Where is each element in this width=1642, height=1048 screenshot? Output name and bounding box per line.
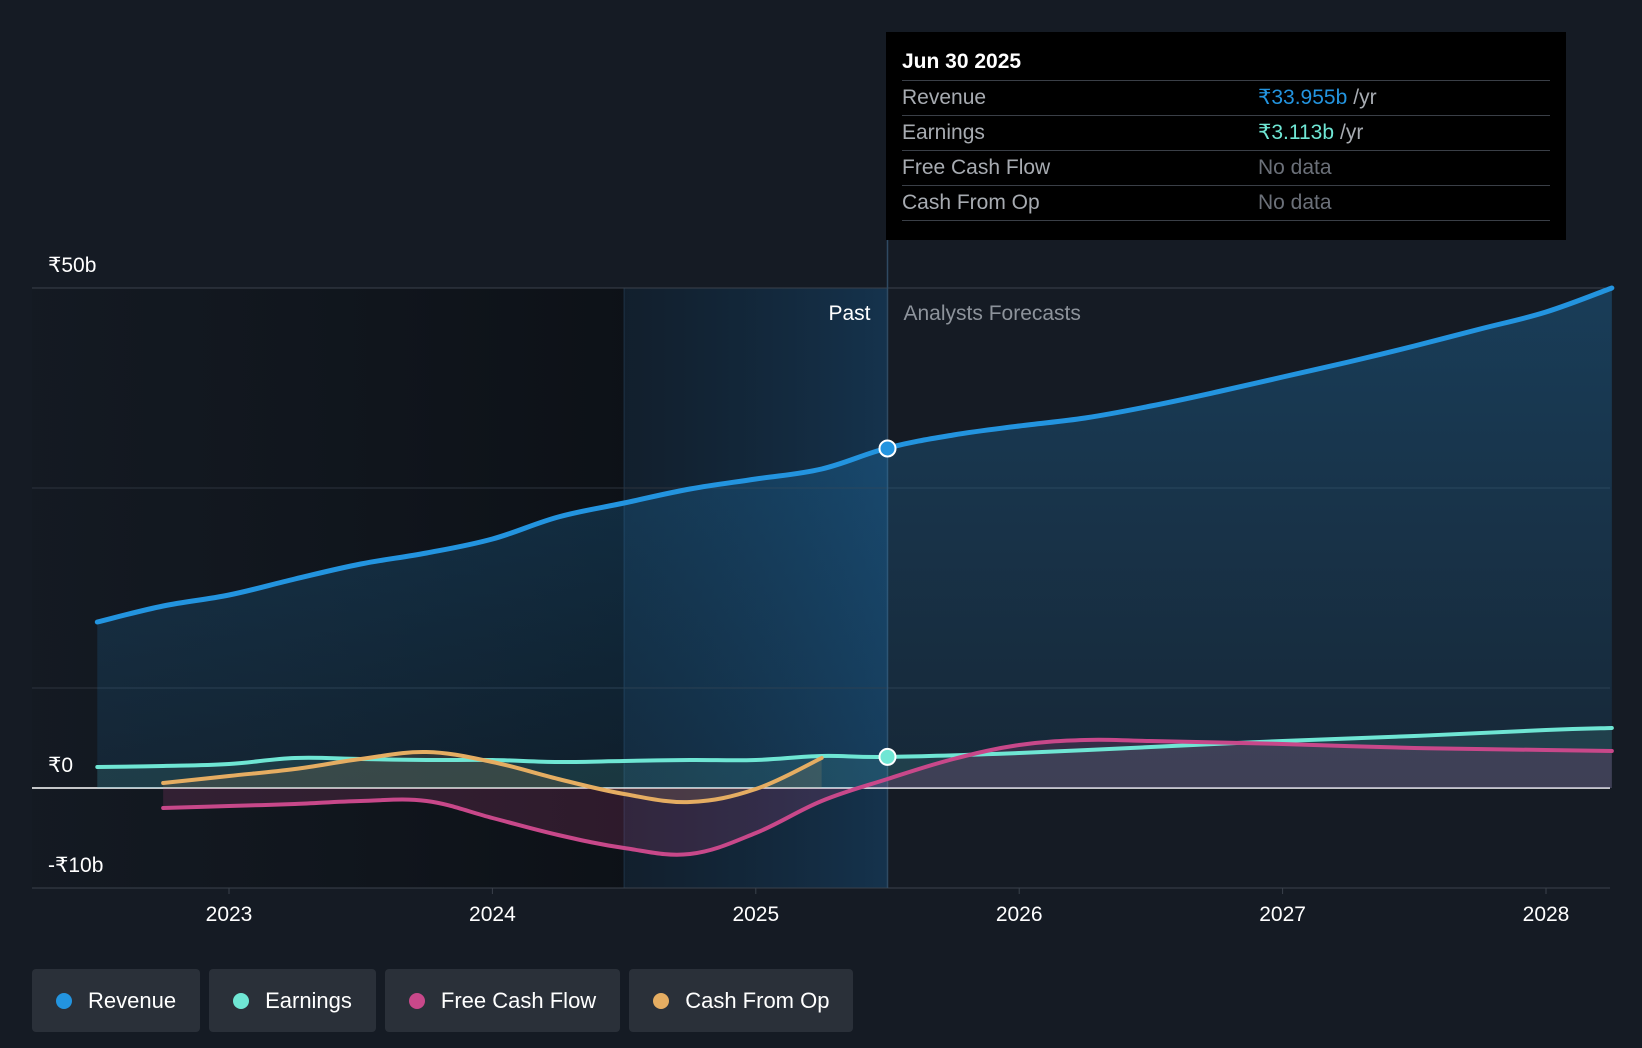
- legend-label: Cash From Op: [685, 987, 830, 1013]
- revenue-dot-icon: [56, 992, 72, 1009]
- tooltip-revenue-unit: /yr: [1353, 86, 1377, 109]
- legend-item-free-cash-flow[interactable]: Free Cash Flow: [384, 969, 621, 1032]
- earnings-dot-icon: [233, 992, 250, 1009]
- x-tick-label: 2024: [469, 903, 516, 926]
- tooltip-earnings-label: Earnings: [902, 121, 985, 144]
- tooltip-earnings-unit: /yr: [1340, 121, 1364, 144]
- tooltip-fcf-label: Free Cash Flow: [902, 156, 1051, 179]
- tooltip-cfo-label: Cash From Op: [902, 191, 1040, 214]
- revenue-marker[interactable]: [878, 439, 897, 458]
- legend-label: Revenue: [88, 987, 177, 1013]
- legend-label: Free Cash Flow: [440, 987, 597, 1013]
- earnings-marker[interactable]: [878, 747, 897, 766]
- past-label: Past: [828, 302, 870, 325]
- x-tick-label: 2027: [1259, 903, 1306, 926]
- cash-from-op-dot-icon: [653, 992, 670, 1009]
- free-cash-flow-dot-icon: [408, 992, 425, 1009]
- tooltip-row-earnings: Earnings ₹3.113b/yr: [902, 116, 1550, 151]
- cash-from-op-line: [161, 749, 824, 805]
- y-tick-label: -₹10b: [48, 854, 103, 877]
- tooltip-fcf-value: No data: [1258, 156, 1332, 179]
- tooltip-revenue-value: ₹33.955b: [1258, 86, 1348, 109]
- revenue-area: [97, 288, 1612, 788]
- x-tick-label: 2026: [996, 903, 1043, 926]
- legend-item-earnings[interactable]: Earnings: [209, 969, 376, 1032]
- legend-label: Earnings: [265, 987, 352, 1013]
- tooltip-row-cash-from-op: Cash From Op No data: [902, 186, 1550, 221]
- legend-item-cash-from-op[interactable]: Cash From Op: [629, 969, 854, 1032]
- earnings-line: [95, 726, 1614, 769]
- y-tick-label: ₹50b: [48, 254, 96, 277]
- y-tick-label: ₹0: [48, 754, 73, 777]
- tooltip: Jun 30 2025 Revenue ₹33.955b/yr Earnings…: [886, 32, 1566, 240]
- legend: Revenue Earnings Free Cash Flow Cash Fro…: [32, 969, 854, 1032]
- x-tick-label: 2023: [206, 903, 253, 926]
- tooltip-row-free-cash-flow: Free Cash Flow No data: [902, 151, 1550, 186]
- tooltip-date: Jun 30 2025: [902, 46, 1550, 81]
- x-tick-label: 2025: [732, 903, 779, 926]
- tooltip-revenue-label: Revenue: [902, 86, 987, 109]
- revenue-line: [94, 285, 1615, 625]
- tooltip-earnings-value: ₹3.113b: [1258, 121, 1335, 144]
- legend-item-revenue[interactable]: Revenue: [32, 969, 201, 1032]
- x-tick-label: 2028: [1523, 903, 1570, 926]
- tooltip-row-revenue: Revenue ₹33.955b/yr: [902, 81, 1550, 116]
- free-cash-flow-line: [161, 737, 1614, 857]
- tooltip-cfo-value: No data: [1258, 191, 1332, 214]
- forecast-label: Analysts Forecasts: [904, 302, 1081, 325]
